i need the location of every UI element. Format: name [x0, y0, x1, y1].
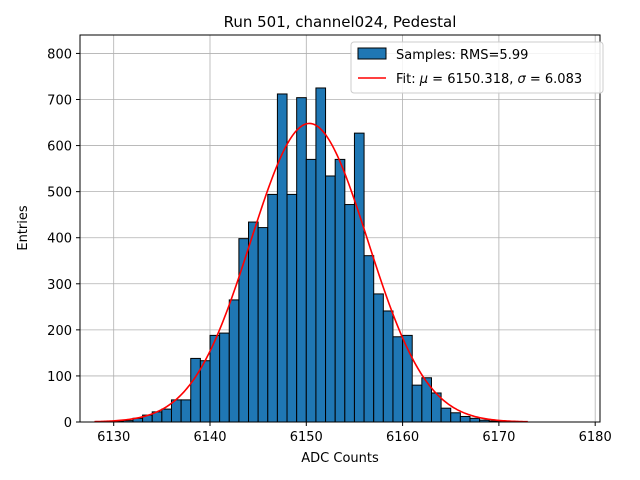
y-axis-label: Entries	[16, 205, 31, 251]
y-tick-label: 400	[47, 232, 72, 247]
x-tick-label: 6170	[482, 430, 515, 445]
histogram-bar	[228, 299, 240, 423]
histogram-bar	[238, 238, 250, 423]
y-tick-label: 500	[47, 186, 72, 201]
mu-symbol: μ	[419, 72, 428, 87]
y-tick-label: 600	[47, 140, 72, 155]
legend-box	[350, 41, 604, 94]
x-tick-label: 6160	[386, 430, 419, 445]
legend-swatch-samples	[357, 47, 387, 60]
histogram-bar	[421, 377, 432, 423]
histogram-bar	[344, 204, 355, 423]
histogram-bar	[190, 357, 201, 423]
legend-label-fit: Fit: μ = 6150.318, σ = 6.083	[396, 72, 582, 87]
y-tick-label: 800	[47, 47, 72, 62]
histogram-bar	[305, 158, 317, 423]
histogram-bar	[248, 221, 259, 423]
x-axis-label: ADC Counts	[301, 451, 379, 466]
histogram-bar	[450, 412, 461, 423]
y-tick-label: 300	[47, 278, 72, 293]
x-axis-ticks: 6130 6140 6150 6160 6170 6180	[97, 422, 612, 445]
histogram-bar	[325, 175, 336, 423]
chart-title: Run 501, channel024, Pedestal	[224, 13, 457, 31]
y-tick-label: 700	[47, 94, 72, 109]
histogram-bar	[180, 399, 192, 423]
y-tick-label: 100	[47, 370, 72, 385]
mu-value: = 6150.318,	[428, 72, 517, 87]
histogram-bar	[363, 255, 375, 423]
y-axis-ticks: 0 100 200 300 400 500 600 700 800	[47, 47, 80, 431]
histogram-bar	[334, 158, 346, 423]
histogram-bar	[459, 415, 471, 423]
x-tick-label: 6130	[97, 430, 130, 445]
histogram-bar	[411, 384, 423, 423]
histogram-bar	[296, 97, 307, 423]
histogram-bar	[353, 132, 365, 423]
histogram-bar	[469, 417, 481, 423]
histogram-bar	[382, 310, 394, 423]
histogram-bar	[199, 360, 211, 423]
histogram-bar	[276, 93, 288, 423]
histogram-bar	[257, 227, 269, 423]
legend: Samples: RMS=5.99 Fit: μ = 6150.318, σ =…	[350, 41, 604, 94]
fit-label-prefix: Fit:	[396, 72, 420, 87]
y-tick-label: 200	[47, 324, 72, 339]
x-tick-label: 6140	[193, 430, 226, 445]
histogram-bar	[392, 336, 404, 423]
legend-label-samples: Samples: RMS=5.99	[396, 48, 528, 63]
histogram-bar	[267, 193, 278, 423]
histogram-bar	[286, 193, 298, 423]
x-tick-label: 6150	[290, 430, 323, 445]
x-tick-label: 6180	[579, 430, 612, 445]
histogram-bar	[170, 399, 182, 423]
histogram-bars	[113, 87, 510, 423]
sigma-value: = 6.083	[526, 72, 582, 87]
histogram-bar	[219, 332, 230, 423]
sigma-symbol: σ	[518, 72, 527, 87]
y-tick-label: 0	[64, 416, 72, 431]
histogram-bar	[315, 87, 327, 423]
fit-curve	[94, 122, 528, 423]
histogram-bar	[373, 293, 384, 423]
plot-frame	[79, 34, 601, 423]
histogram-bar	[440, 407, 452, 423]
histogram-bar	[161, 408, 172, 423]
